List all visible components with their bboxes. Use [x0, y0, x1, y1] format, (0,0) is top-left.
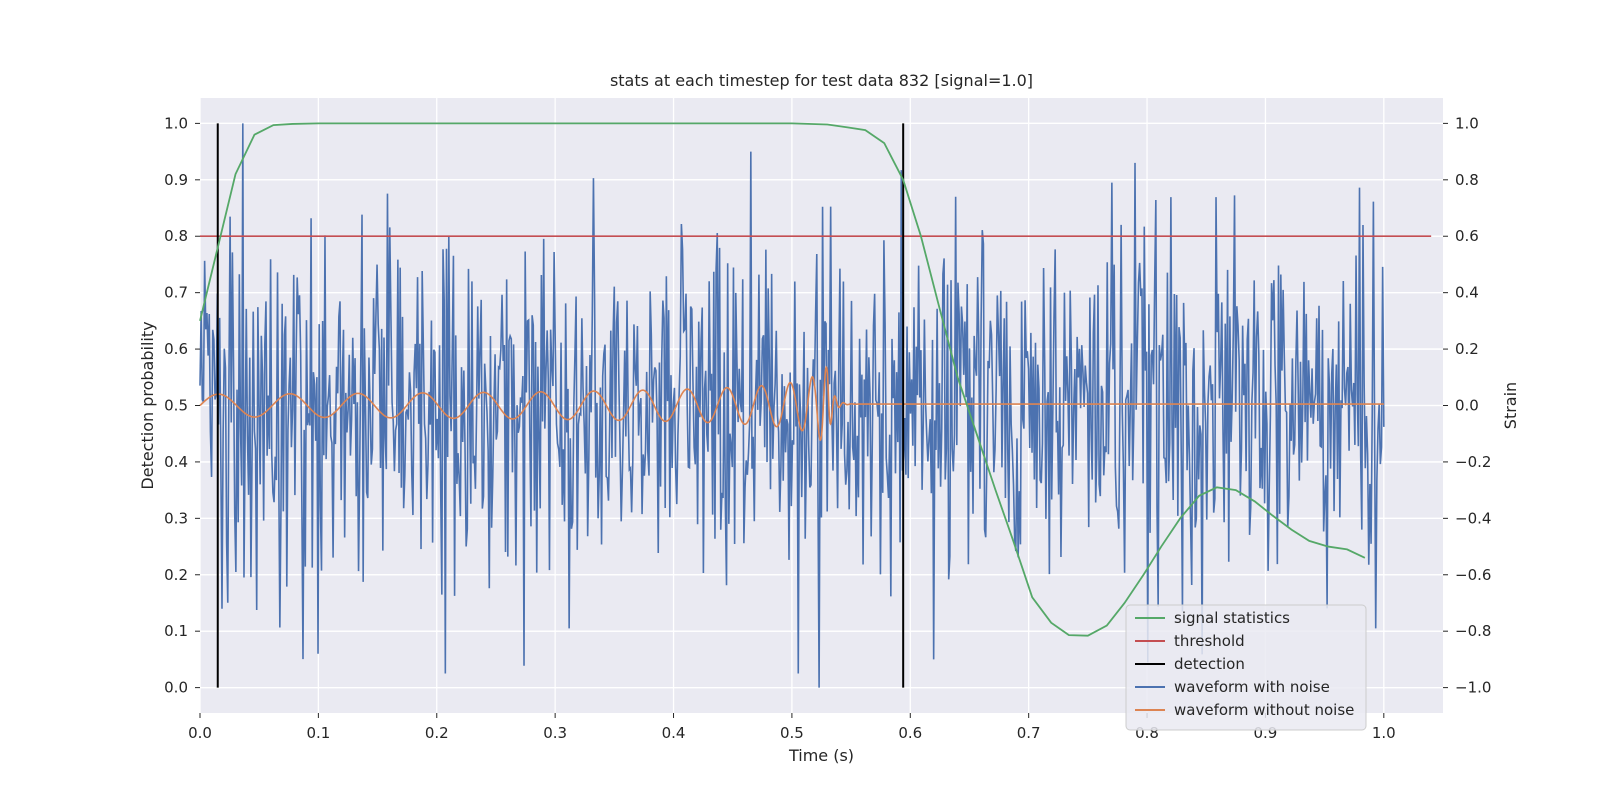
y-tick-label-right: 0.0: [1455, 397, 1479, 415]
x-tick-label: 0.1: [306, 724, 330, 742]
legend-box: [1125, 604, 1367, 731]
y-tick-label-right: −0.2: [1455, 453, 1491, 471]
y-tick-label-left: 0.8: [164, 227, 188, 245]
y-tick-label-left: 0.0: [164, 679, 188, 697]
series-waveform-without-noise: [199, 365, 1384, 442]
y-tick-label-left: 0.2: [164, 566, 188, 584]
y-tick-label-right: −1.0: [1455, 679, 1491, 697]
y-axis-label-left: Detection probability: [138, 321, 157, 489]
y-tick-label-right: 0.4: [1455, 284, 1479, 302]
x-tick-label: 0.0: [188, 724, 212, 742]
axes-layer: 0.0 0.1 0.2 0.3 0.4 0.5 0.6 0.7 0.8 0.9 1.0 0.0 0.1 0…: [164, 114, 1491, 742]
y-tick-label-left: 0.7: [164, 284, 188, 302]
y-tick-label-left: 0.5: [164, 397, 188, 415]
y-tick-label-right: −0.8: [1455, 622, 1491, 640]
y-axis-label-right: Strain: [1501, 382, 1520, 429]
x-tick-label: 0.5: [780, 724, 804, 742]
y-tick-label-right: −0.6: [1455, 566, 1491, 584]
series-signal-statistics: [199, 122, 1366, 637]
x-axis-label: Time (s): [788, 746, 854, 765]
y-tick-label-left: 0.1: [164, 622, 188, 640]
y-tick-label-left: 0.4: [164, 453, 188, 471]
x-tick-label: 0.6: [898, 724, 922, 742]
y-tick-label-right: −0.4: [1455, 509, 1491, 527]
y-tick-label-left: 0.3: [164, 509, 188, 527]
series-layer: [199, 122, 1432, 688]
y-tick-label-right: 0.8: [1455, 171, 1479, 189]
x-tick-label: 0.2: [425, 724, 449, 742]
y-tick-label-left: 1.0: [164, 114, 188, 132]
x-tick-label: 0.4: [662, 724, 686, 742]
legend-label: signal statistics: [1174, 609, 1290, 627]
legend-label: threshold: [1174, 632, 1245, 650]
legend-label: waveform with noise: [1174, 678, 1330, 696]
legend-label: waveform without noise: [1174, 701, 1354, 719]
y-tick-label-left: 0.9: [164, 171, 188, 189]
y-tick-label-left: 0.6: [164, 340, 188, 358]
series-waveform-with-noise: [199, 123, 1385, 688]
x-tick-label: 0.3: [543, 724, 567, 742]
y-tick-label-right: 1.0: [1455, 114, 1479, 132]
y-tick-label-right: 0.6: [1455, 227, 1479, 245]
x-tick-label: 1.0: [1372, 724, 1396, 742]
legend-label: detection: [1174, 655, 1245, 673]
x-tick-label: 0.7: [1017, 724, 1041, 742]
y-tick-label-right: 0.2: [1455, 340, 1479, 358]
chart-title: stats at each timestep for test data 832…: [610, 71, 1033, 90]
legend: signal statistics threshold detection wavef…: [1125, 604, 1367, 731]
